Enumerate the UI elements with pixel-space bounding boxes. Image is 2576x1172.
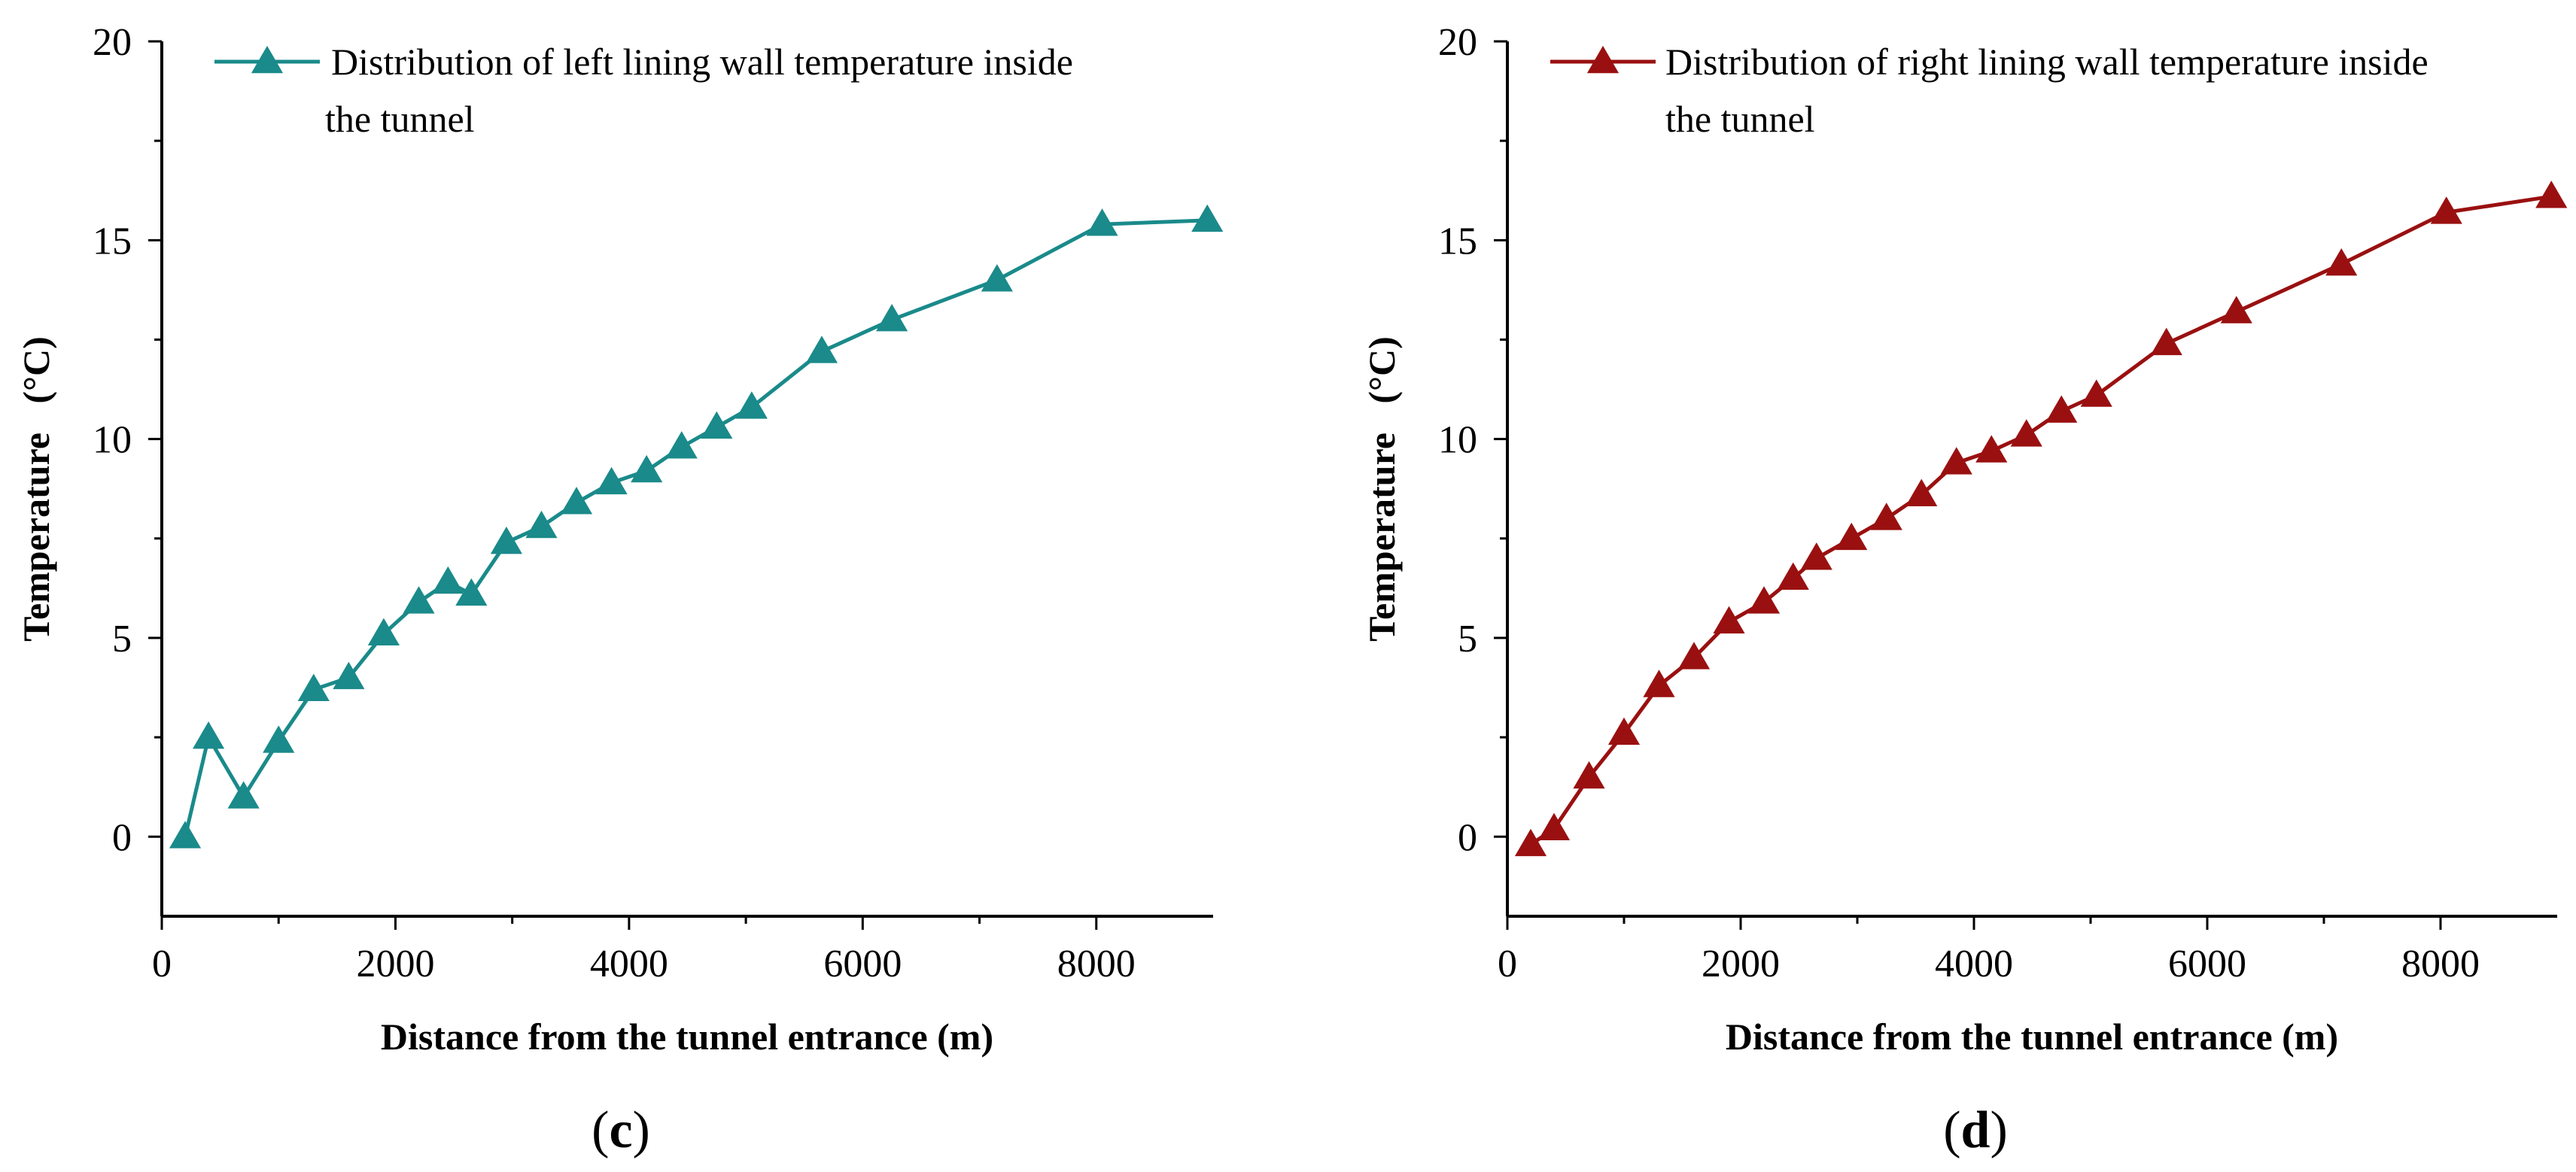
panel-d-legend-text-line-2: the tunnel — [1665, 98, 1815, 140]
data-point-triangle — [1747, 586, 1781, 614]
data-point-triangle — [1713, 606, 1745, 634]
data-point-triangle — [2080, 379, 2112, 407]
y-tick-label: 20 — [93, 21, 132, 64]
data-point-triangle — [1086, 208, 1118, 236]
x-tick-label: 8000 — [2401, 943, 2480, 985]
data-point-triangle — [490, 527, 522, 554]
y-tick-label: 20 — [1438, 21, 1477, 64]
x-tick-label: 2000 — [1702, 943, 1780, 985]
panel-c-y-axis-label: Temperature (°C) — [15, 336, 57, 642]
data-point-triangle — [1573, 761, 1605, 789]
panel-d-chart: 0 5 10 15 20 0 2000 4000 6000 8000 Distribution o… — [1361, 21, 2568, 1159]
x-tick-label: 4000 — [1935, 943, 2013, 985]
data-point-triangle — [455, 578, 488, 606]
data-point-triangle — [2010, 419, 2042, 447]
panel-c-chart: 0 5 10 15 20 0 2000 4000 6000 8000 Distribution o… — [15, 21, 1224, 1159]
data-point-triangle — [2045, 395, 2078, 423]
panel-c-x-axis-label: Distance from the tunnel entrance (m) — [381, 1016, 993, 1058]
panel-d-x-axis-label: Distance from the tunnel entrance (m) — [1726, 1016, 2338, 1058]
y-tick-label: 5 — [1458, 618, 1477, 660]
data-point-triangle — [1940, 447, 1972, 475]
y-tick-label: 0 — [112, 816, 132, 859]
data-point-triangle — [1777, 562, 1809, 590]
panel-c-ticks: 0 5 10 15 20 0 2000 4000 6000 8000 — [93, 21, 1136, 985]
panel-c-series — [169, 204, 1224, 849]
panel-c-label: (c) — [592, 1101, 650, 1159]
panel-d-ticks: 0 5 10 15 20 0 2000 4000 6000 8000 — [1438, 21, 2480, 985]
data-point-triangle — [2535, 181, 2568, 208]
panel-c-y-axis-label-name: Temperature — [15, 433, 57, 642]
data-point-triangle — [1905, 478, 1938, 506]
data-point-triangle — [1835, 522, 1868, 551]
x-tick-label: 0 — [1498, 943, 1517, 985]
data-point-triangle — [665, 431, 698, 459]
data-point-triangle — [595, 466, 628, 495]
data-point-triangle — [560, 487, 593, 515]
data-point-triangle — [1870, 503, 1902, 530]
data-point-triangle — [525, 510, 558, 539]
x-tick-label: 6000 — [2168, 943, 2246, 985]
data-point-triangle — [432, 566, 464, 594]
series-line — [183, 218, 1208, 837]
data-point-triangle — [631, 454, 663, 483]
panel-d-label: (d) — [1943, 1101, 2008, 1159]
panel-c-y-axis-label-unit: (°C) — [15, 336, 57, 403]
panel-d-series — [1514, 181, 2568, 857]
panel-c-legend-text-line-1: Distribution of left lining wall tempera… — [331, 41, 1073, 83]
data-point-triangle — [735, 391, 768, 419]
data-point-triangle — [2150, 327, 2182, 356]
panel-c-legend-text-line-2: the tunnel — [325, 98, 475, 140]
data-point-triangle — [2325, 247, 2358, 276]
x-tick-label: 2000 — [356, 943, 434, 985]
data-point-triangle — [1537, 812, 1571, 840]
panel-c-label-letter: c — [609, 1101, 632, 1159]
data-point-triangle — [1975, 435, 2008, 463]
y-tick-label: 15 — [93, 220, 132, 263]
series-line — [1529, 194, 2552, 846]
data-point-triangle — [227, 781, 260, 809]
data-point-triangle — [701, 411, 733, 439]
y-tick-label: 5 — [112, 618, 132, 660]
x-tick-label: 6000 — [823, 943, 902, 985]
data-point-triangle — [169, 821, 202, 849]
panel-d-legend: Distribution of right lining wall temper… — [1550, 41, 2428, 140]
panel-d-y-axis-label-unit: (°C) — [1361, 336, 1403, 403]
data-point-triangle — [2220, 296, 2252, 323]
panel-d-y-axis-label: Temperature (°C) — [1361, 336, 1403, 642]
x-tick-label: 0 — [152, 943, 172, 985]
data-point-triangle — [981, 264, 1013, 292]
data-point-triangle — [367, 618, 400, 645]
y-tick-label: 10 — [1438, 419, 1477, 462]
data-point-triangle — [1514, 828, 1547, 857]
data-point-triangle — [1607, 717, 1641, 745]
data-point-triangle — [1800, 542, 1832, 570]
panel-d-legend-triangle-icon — [1586, 45, 1620, 74]
panel-c-axes — [160, 41, 1213, 918]
data-point-triangle — [876, 303, 908, 332]
panel-d-axes — [1506, 41, 2557, 918]
panel-d-y-axis-label-name: Temperature — [1361, 433, 1403, 642]
data-point-triangle — [805, 336, 838, 363]
data-point-triangle — [263, 725, 295, 753]
y-tick-label: 15 — [1438, 220, 1477, 263]
x-tick-label: 4000 — [590, 943, 668, 985]
data-point-triangle — [193, 721, 225, 749]
panel-d-label-letter: d — [1961, 1101, 1991, 1159]
panel-c-legend: Distribution of left lining wall tempera… — [214, 41, 1073, 140]
data-point-triangle — [2430, 196, 2462, 224]
data-point-triangle — [333, 661, 365, 690]
panel-d-legend-text-line-1: Distribution of right lining wall temper… — [1665, 41, 2428, 83]
data-point-triangle — [1643, 669, 1675, 697]
y-tick-label: 10 — [93, 419, 132, 462]
x-tick-label: 8000 — [1057, 943, 1136, 985]
data-point-triangle — [297, 673, 330, 701]
data-point-triangle — [1191, 204, 1224, 232]
y-tick-label: 0 — [1458, 816, 1477, 859]
data-point-triangle — [403, 586, 435, 614]
panel-c-legend-triangle-icon — [251, 45, 284, 74]
data-point-triangle — [1677, 642, 1711, 669]
